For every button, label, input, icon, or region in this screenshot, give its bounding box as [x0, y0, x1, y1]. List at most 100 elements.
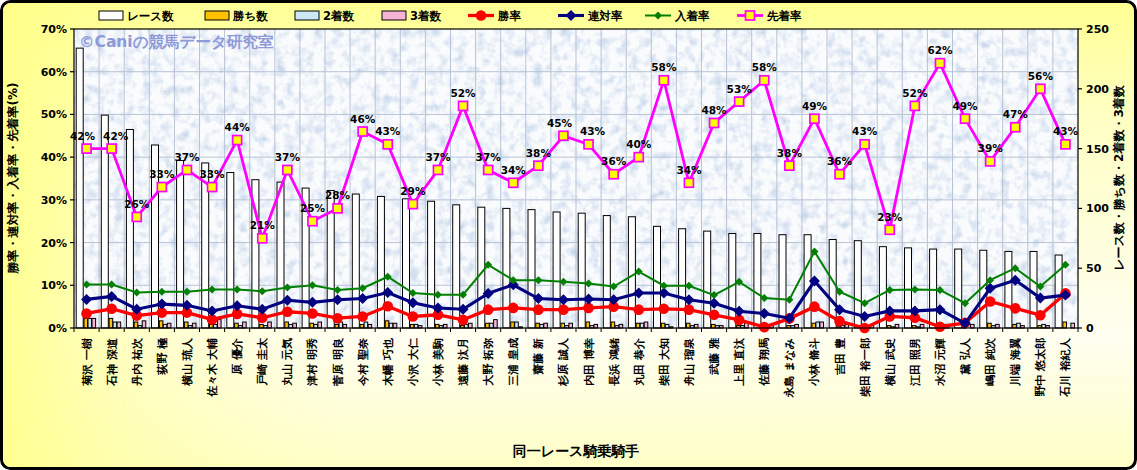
bar: [779, 235, 786, 328]
data-label: 25%: [300, 202, 326, 214]
legend-swatch: [205, 11, 229, 20]
x-axis-label: 木幡 巧也: [382, 337, 395, 387]
marker-circle: [357, 311, 368, 322]
x-axis-label: 柴田 裕一郎: [859, 338, 872, 398]
bar: [113, 322, 117, 328]
bar: [243, 322, 247, 328]
x-axis-label: 丸田 恭介: [633, 338, 646, 387]
bar: [603, 216, 610, 328]
legend-label: 先着率: [766, 9, 802, 23]
data-label: 26%: [124, 198, 150, 210]
bar: [352, 194, 359, 328]
legend-label: レース数: [127, 9, 174, 23]
bar: [117, 322, 121, 328]
x-axis-label: 江田 照男: [909, 338, 922, 387]
bar: [569, 323, 573, 328]
bar: [486, 323, 490, 328]
bar: [494, 320, 498, 328]
data-label: 37%: [476, 151, 502, 163]
legend-label: 勝率: [497, 9, 522, 23]
bar: [686, 323, 690, 328]
x-axis-label: 柴田 大知: [658, 338, 671, 387]
bar: [544, 323, 548, 328]
bar: [285, 322, 289, 328]
right-tick-label: 50: [1086, 262, 1102, 275]
data-label: 49%: [952, 100, 978, 112]
bar: [661, 323, 665, 328]
data-label: 43%: [580, 125, 606, 137]
marker-square: [233, 136, 242, 145]
right-tick-label: 0: [1086, 322, 1094, 335]
bar: [192, 323, 196, 328]
bar: [636, 323, 640, 328]
data-label: 37%: [174, 151, 200, 163]
marker-square: [559, 131, 568, 140]
x-axis-label: 横山 武史: [884, 338, 897, 387]
left-tick-label: 20%: [41, 237, 67, 250]
bar: [988, 323, 992, 328]
legend-label: 3着数: [410, 9, 442, 23]
left-tick-label: 60%: [41, 66, 67, 79]
x-axis-label: 小沢 大仁: [407, 338, 420, 387]
marker-circle: [659, 303, 670, 314]
bar: [88, 318, 92, 328]
marker-square: [860, 140, 869, 149]
data-label: 44%: [225, 121, 251, 133]
bar: [159, 321, 163, 328]
bar: [1005, 251, 1012, 328]
marker-square: [107, 144, 116, 153]
x-axis-label: 黛 弘人: [959, 337, 972, 376]
x-axis-label: 嶋田 純次: [984, 337, 997, 387]
marker-square: [910, 101, 919, 110]
x-axis-label: 今村 聖奈: [357, 337, 370, 387]
bar: [184, 322, 188, 328]
marker-circle: [834, 316, 845, 327]
marker-square: [961, 114, 970, 123]
bar: [955, 249, 962, 328]
x-axis-label: 遠藤 汰月: [457, 338, 470, 387]
legend-label: 勝ち数: [232, 9, 268, 23]
data-label: 43%: [375, 125, 401, 137]
bar: [812, 323, 816, 328]
marker-square: [584, 140, 593, 149]
x-axis-label: 佐々木 大輔: [206, 338, 219, 398]
data-label: 38%: [526, 147, 552, 159]
bar: [142, 321, 146, 328]
marker-square: [710, 118, 719, 127]
x-axis-label: 小林 脩斗: [808, 338, 821, 387]
x-axis-label: 水沼 元輝: [934, 338, 947, 387]
data-label: 42%: [103, 130, 129, 142]
legend-label: 入着率: [674, 9, 710, 23]
marker-square: [659, 76, 668, 85]
bar: [84, 318, 88, 328]
bar: [611, 322, 615, 328]
marker-square: [746, 11, 755, 20]
legend-swatch: [295, 11, 319, 20]
data-label: 36%: [601, 155, 627, 167]
legend-label: 連対率: [587, 9, 623, 23]
x-axis-label: 吉田 豊: [834, 338, 847, 376]
bar: [385, 321, 389, 328]
x-axis-label: 川端 海翼: [1009, 337, 1022, 387]
marker-circle: [1035, 310, 1046, 321]
bar: [293, 323, 297, 328]
marker-square: [885, 225, 894, 234]
data-label: 52%: [450, 87, 476, 99]
left-axis-title: 勝率・連対率・入着率・先着率(%): [6, 83, 20, 275]
watermark: ©Caniの競馬データ研究室: [79, 33, 274, 51]
bar: [364, 322, 368, 328]
marker-circle: [81, 308, 92, 319]
x-axis-label: 石神 深道: [106, 337, 119, 387]
left-tick-label: 10%: [41, 279, 67, 292]
left-tick-label: 0%: [48, 322, 67, 335]
bar: [469, 323, 473, 328]
data-label: 58%: [752, 61, 778, 73]
x-axis-label: 武藤 雅: [708, 337, 721, 376]
bar: [109, 318, 113, 328]
right-tick-label: 100: [1086, 202, 1109, 215]
x-axis-label: 原 優介: [231, 338, 244, 376]
marker-circle: [282, 306, 293, 317]
x-axis-label: 上里 直汰: [733, 337, 746, 387]
marker-square: [408, 200, 417, 209]
marker-circle: [382, 301, 393, 312]
